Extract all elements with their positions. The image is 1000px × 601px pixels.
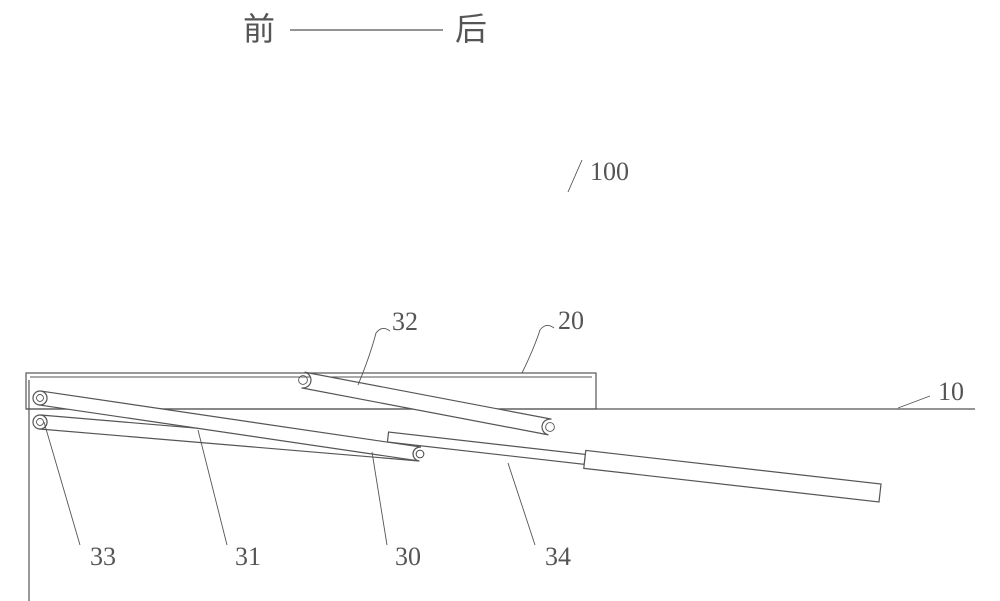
label-31-leader [198, 430, 227, 545]
pivot-33-upper [33, 391, 47, 405]
actuator-34-sleeve [584, 450, 881, 501]
label-30-leader [372, 452, 387, 545]
label-10: 10 [938, 377, 964, 406]
header-front-label: 前 [243, 11, 275, 47]
arm-31-upper-pivot-b [416, 450, 424, 458]
label-100-leader [568, 160, 582, 192]
label-34-leader [508, 463, 535, 545]
label-100: 100 [590, 157, 629, 186]
label-30: 30 [395, 542, 421, 571]
label-32: 32 [392, 307, 418, 336]
link-32-pivot-b [546, 423, 555, 432]
label-34: 34 [545, 542, 571, 571]
label-20-leader [522, 325, 554, 373]
label-10-leader [898, 396, 930, 408]
pivot-33-lower [33, 415, 47, 429]
label-20: 20 [558, 306, 584, 335]
label-33-leader [44, 422, 80, 545]
link-32 [302, 372, 552, 435]
header-rear-label: 后 [455, 11, 487, 47]
label-32-leader [358, 328, 390, 385]
label-31: 31 [235, 542, 261, 571]
label-33: 33 [90, 542, 116, 571]
